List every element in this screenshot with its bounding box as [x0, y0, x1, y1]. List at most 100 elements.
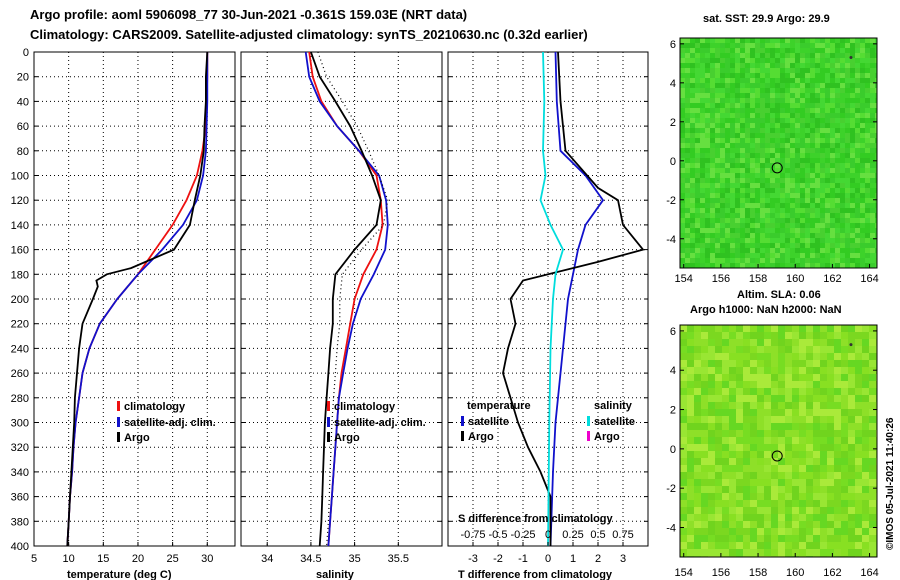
map-pixel: [715, 458, 722, 465]
map-pixel: [780, 218, 785, 223]
map-pixel: [785, 542, 792, 549]
map-pixel: [810, 108, 815, 113]
map-pixel: [806, 353, 813, 360]
map-pixel: [810, 73, 815, 78]
map-pixel: [680, 493, 687, 500]
map-pixel: [715, 395, 722, 402]
map-pixel: [705, 148, 710, 153]
map-pixel: [695, 133, 700, 138]
map-pixel: [850, 258, 855, 263]
map-pixel: [850, 88, 855, 93]
map-pixel: [785, 58, 790, 63]
map-pixel: [780, 118, 785, 123]
map-pixel: [840, 118, 845, 123]
map-pixel: [694, 416, 701, 423]
map-pixel: [790, 68, 795, 73]
map-pixel: [780, 143, 785, 148]
map-pixel: [680, 133, 685, 138]
map-pixel: [685, 118, 690, 123]
map-pixel: [875, 123, 877, 128]
map-pixel: [860, 103, 865, 108]
map-pixel: [685, 243, 690, 248]
map-pixel: [855, 203, 860, 208]
map-pixel: [855, 479, 862, 486]
map-pixel: [834, 381, 841, 388]
map-pixel: [700, 73, 705, 78]
map-pixel: [862, 402, 869, 409]
map-pixel: [715, 233, 720, 238]
map-pixel: [850, 158, 855, 163]
map-pixel: [850, 233, 855, 238]
map-pixel: [745, 228, 750, 233]
map-pixel: [750, 521, 757, 528]
map-pixel: [750, 360, 757, 367]
map-pixel: [860, 263, 865, 268]
map-pixel: [820, 402, 827, 409]
map-pixel: [780, 133, 785, 138]
map-pixel: [764, 521, 771, 528]
map-pixel: [869, 346, 876, 353]
map-pixel: [770, 258, 775, 263]
map-pixel: [855, 325, 862, 332]
map-pixel: [810, 48, 815, 53]
map-pixel: [835, 118, 840, 123]
map-pixel: [695, 228, 700, 233]
map-pixel: [799, 472, 806, 479]
map-pixel: [800, 128, 805, 133]
map-pixel: [820, 444, 827, 451]
map-pixel: [725, 143, 730, 148]
map-pixel: [740, 243, 745, 248]
map-pixel: [720, 213, 725, 218]
map-pixel: [750, 528, 757, 535]
map-pixel: [770, 213, 775, 218]
map-pixel: [855, 113, 860, 118]
map-pixel: [840, 158, 845, 163]
map-pixel: [715, 332, 722, 339]
map-pixel: [875, 58, 877, 63]
map-pixel: [834, 493, 841, 500]
map-pixel: [813, 493, 820, 500]
map-pixel: [710, 118, 715, 123]
map-pixel: [755, 178, 760, 183]
map-pixel: [855, 549, 862, 556]
map-pixel: [827, 549, 834, 556]
map-pixel: [755, 188, 760, 193]
map-pixel: [694, 353, 701, 360]
map-pixel: [775, 63, 780, 68]
map-pixel: [810, 158, 815, 163]
map-pixel: [745, 188, 750, 193]
map-pixel: [790, 168, 795, 173]
map-pixel: [695, 223, 700, 228]
map-pixel: [743, 549, 750, 556]
map-pixel: [700, 148, 705, 153]
map-pixel: [780, 238, 785, 243]
map-pixel: [825, 248, 830, 253]
map-pixel: [687, 500, 694, 507]
map-pixel: [810, 193, 815, 198]
map-pixel: [855, 248, 860, 253]
map-pixel: [855, 263, 860, 268]
map-pixel: [869, 458, 876, 465]
map-pixel: [720, 113, 725, 118]
map-pixel: [845, 263, 850, 268]
map-pixel: [875, 143, 877, 148]
map-pixel: [805, 43, 810, 48]
map-pixel: [799, 339, 806, 346]
map-pixel: [720, 223, 725, 228]
map-pixel: [765, 153, 770, 158]
map-pixel: [710, 228, 715, 233]
map-pixel: [790, 263, 795, 268]
map-pixel: [869, 360, 876, 367]
map-pixel: [750, 258, 755, 263]
map-pixel: [820, 233, 825, 238]
map-pixel: [834, 542, 841, 549]
map-pixel: [806, 465, 813, 472]
map-pixel: [855, 451, 862, 458]
map-y-tick-label: 0: [670, 444, 676, 456]
map-pixel: [799, 367, 806, 374]
series-line: [66, 51, 209, 547]
map-pixel: [725, 163, 730, 168]
map-pixel: [870, 133, 875, 138]
map-pixel: [862, 360, 869, 367]
map-pixel: [685, 73, 690, 78]
